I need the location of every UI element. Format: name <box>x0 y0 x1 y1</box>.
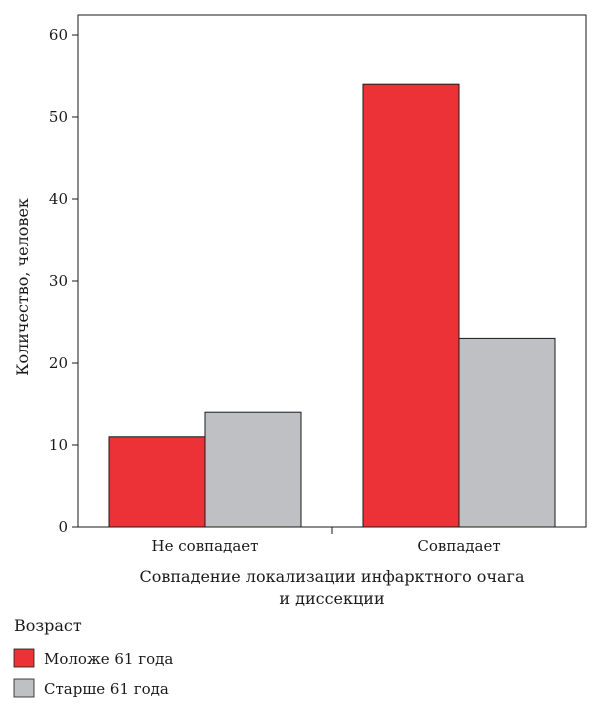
y-tick-label: 40 <box>49 190 68 208</box>
y-axis-label: Количество, человек <box>13 198 32 376</box>
y-tick-label: 50 <box>49 108 68 126</box>
y-tick-label: 10 <box>49 436 68 454</box>
legend-title: Возраст <box>14 616 82 635</box>
legend-swatch-young <box>13 648 35 668</box>
x-tick-label: Не совпадает <box>152 537 259 555</box>
bar <box>204 411 302 528</box>
x-axis-label-line-2: и диссекции <box>279 589 384 608</box>
legend-swatch-old <box>13 678 35 698</box>
legend: Возраст Моложе 61 года Старше 61 года <box>13 616 173 698</box>
y-tick-label: 20 <box>49 354 68 372</box>
bar <box>108 436 206 528</box>
x-axis-label-line-1: Совпадение локализации инфарктного очага <box>140 567 525 586</box>
y-tick-label: 30 <box>49 272 68 290</box>
bar <box>362 83 460 528</box>
bar <box>458 337 556 528</box>
x-tick-label: Совпадает <box>417 537 500 555</box>
y-tick-label: 60 <box>49 26 68 44</box>
bars <box>108 83 556 528</box>
y-tick-label: 0 <box>58 518 68 536</box>
legend-label-young: Моложе 61 года <box>44 650 173 668</box>
x-axis: Не совпадает Совпадает <box>152 527 501 555</box>
y-axis: 0 10 20 30 40 50 60 <box>49 26 78 536</box>
legend-label-old: Старше 61 года <box>44 680 169 698</box>
